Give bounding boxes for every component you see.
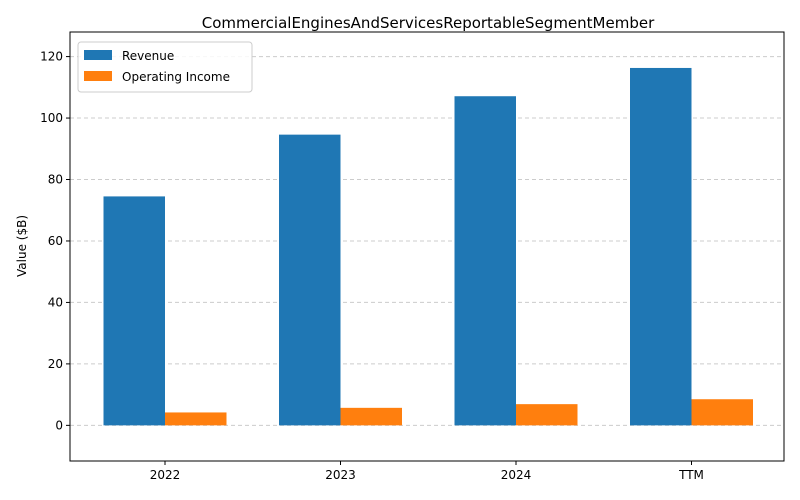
bar-revenue-ttm [630, 67, 692, 426]
bar-revenue-2022 [103, 196, 165, 426]
y-tick-label: 80 [48, 173, 63, 187]
y-tick-label: 120 [40, 50, 63, 64]
x-tick-label: 2024 [501, 468, 532, 482]
y-tick-label: 100 [40, 111, 63, 125]
legend-label: Revenue [122, 49, 174, 63]
bar-operating-income-ttm [691, 399, 753, 426]
bar-operating-income-2024 [516, 404, 578, 426]
bars [103, 67, 753, 426]
legend: Revenue Operating Income [77, 41, 253, 93]
x-axis-ticks: 2022 2023 2024 TTM [150, 461, 704, 482]
chart-title: CommercialEnginesAndServicesReportableSe… [202, 14, 655, 32]
x-tick-label: 2022 [150, 468, 181, 482]
legend-swatch [84, 50, 112, 60]
x-tick-label: TTM [678, 468, 704, 482]
plot-frame [69, 31, 785, 462]
y-tick-label: 20 [48, 357, 63, 371]
y-tick-label: 40 [48, 295, 63, 309]
legend-swatch [84, 71, 112, 81]
bar-operating-income-2023 [340, 407, 402, 426]
y-axis-label: Value ($B) [15, 215, 29, 277]
y-tick-label: 0 [55, 418, 63, 432]
legend-label: Operating Income [122, 70, 230, 84]
y-tick-label: 60 [48, 234, 63, 248]
bar-revenue-2024 [454, 96, 516, 426]
bar-operating-income-2022 [165, 412, 227, 426]
legend-box [77, 41, 253, 93]
bar-revenue-2023 [279, 134, 341, 426]
y-axis-ticks: 0 20 40 60 80 100 120 [40, 50, 70, 432]
x-tick-label: 2023 [325, 468, 356, 482]
